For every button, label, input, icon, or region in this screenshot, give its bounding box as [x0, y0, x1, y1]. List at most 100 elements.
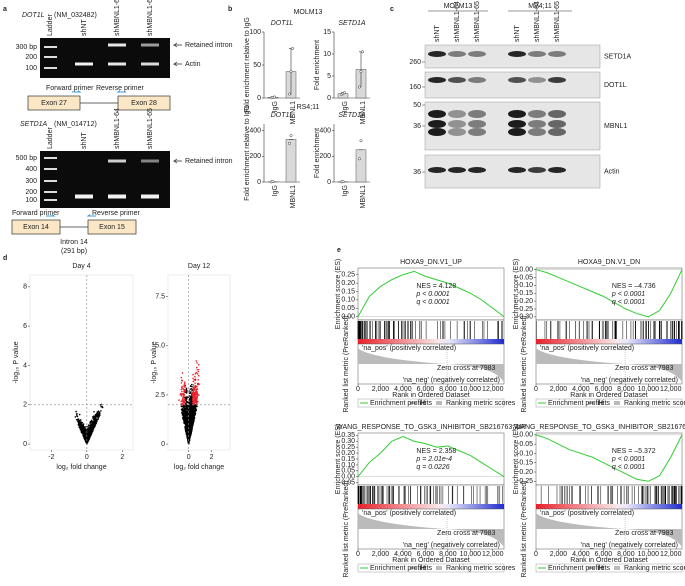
- y-tick-label: 0: [161, 441, 165, 448]
- statistic: p < 0.0001: [611, 291, 645, 298]
- gene-point: [189, 433, 192, 435]
- y-tick-label: 0.25: [341, 272, 355, 279]
- replicate-point: [288, 141, 291, 145]
- gene-point: [88, 430, 90, 432]
- size-marker: 400: [25, 166, 37, 173]
- gene-point: [94, 414, 97, 416]
- y-tick-label: 0.20: [341, 280, 355, 287]
- replicate-point: [271, 180, 275, 184]
- ranking-metric: [358, 513, 504, 547]
- gene-point: [190, 427, 193, 429]
- gene-point: [196, 366, 198, 369]
- gene-point: [194, 386, 197, 389]
- y-tick-label: -0.15: [517, 460, 533, 467]
- chart-title: HOXA9_DN.V1_DN: [578, 259, 640, 266]
- gene-point: [92, 426, 95, 429]
- gene-point: [186, 417, 188, 420]
- replicate-point: [359, 139, 363, 143]
- chart-title: HOXA9_DN.V1_UP: [400, 259, 462, 266]
- gene-point: [183, 381, 186, 383]
- panel-letter: d: [3, 255, 7, 262]
- x-tick-label: MBNL1: [360, 185, 367, 208]
- gel-band: [75, 194, 93, 199]
- protein-band: [508, 77, 526, 83]
- gene-point: [83, 436, 86, 439]
- gene-point: [92, 424, 94, 426]
- gene-point: [97, 414, 99, 417]
- y-tick-label: 50: [253, 62, 261, 69]
- replicate-point: [358, 157, 361, 161]
- gene-point: [194, 401, 196, 404]
- gene-point: [180, 403, 183, 405]
- gene-point: [192, 380, 195, 383]
- y-tick-label: -0.05: [517, 274, 533, 281]
- legend-frame: [357, 563, 505, 573]
- gene-point: [181, 379, 184, 382]
- legend-label: Enrichment profile: [370, 400, 427, 407]
- gene-point: [77, 420, 79, 422]
- size-marker: 36: [413, 123, 421, 130]
- gene-point: [192, 415, 195, 418]
- bar: [285, 139, 297, 183]
- gene-point: [183, 395, 185, 397]
- protein-band: [508, 167, 526, 173]
- gene-point: [192, 401, 195, 404]
- gene-point: [191, 397, 194, 400]
- gene-point: [88, 436, 90, 438]
- gene-point: [182, 403, 185, 406]
- y-tick-label: -0.10: [517, 450, 533, 457]
- x-tick-label: 2,000: [550, 386, 568, 393]
- gene-point: [84, 431, 86, 433]
- replicate-point: [343, 91, 346, 95]
- gene-point: [81, 430, 84, 432]
- gene-point: [189, 409, 192, 411]
- positive-label: 'na_pos' (positively correlated): [362, 510, 456, 517]
- gene-point: [192, 396, 195, 399]
- y2-axis-label: Ranked list metric (PreRanked): [521, 480, 528, 577]
- ladder-band: [44, 56, 57, 58]
- protein-band: [548, 167, 566, 173]
- y-tick-label: 0: [23, 441, 27, 448]
- gene-point: [197, 368, 200, 371]
- y-tick-label: 0: [257, 95, 261, 102]
- panel-letter: b: [228, 6, 232, 13]
- y-tick-label: 4: [23, 362, 27, 369]
- gene-point: [89, 434, 91, 436]
- chart-title: DOT1L: [271, 112, 294, 119]
- gene-point: [190, 387, 193, 390]
- x-tick-label: 12,000: [482, 551, 504, 558]
- rank-colorbar: [536, 504, 682, 509]
- gene-point: [93, 422, 96, 424]
- gene-point: [191, 406, 193, 409]
- y-tick-label: 0.20: [341, 450, 355, 457]
- positive-label: 'na_pos' (positively correlated): [540, 345, 634, 352]
- y-tick-label: 0.15: [341, 456, 355, 463]
- gene-name: SETD1A: [20, 121, 48, 128]
- enrichment-profile: [535, 434, 683, 482]
- x-tick-label: 10,000: [460, 551, 482, 558]
- gene-point: [193, 394, 195, 397]
- gene-point: [194, 379, 197, 382]
- legend-label: Hits: [598, 400, 611, 407]
- statistic: q < 0.0001: [416, 299, 449, 306]
- x-tick-label: MBNL1: [290, 101, 297, 124]
- protein-band: [528, 167, 546, 173]
- lane-label: shMBNL1-64: [534, 1, 541, 42]
- x-tick-label: IgG: [342, 101, 349, 112]
- negative-label: 'na_neg' (negatively correlated): [403, 542, 500, 549]
- y-axis-label: -log₁₀ P value: [13, 341, 20, 383]
- gene-point: [195, 409, 197, 412]
- primer-arrow: [86, 214, 96, 217]
- gene-point: [183, 405, 185, 407]
- statistic: p < 0.0001: [415, 291, 449, 298]
- gene-point: [196, 385, 198, 388]
- gene-point: [183, 382, 186, 385]
- ranking-metric: [536, 348, 682, 382]
- exon-label: Exon 14: [23, 224, 49, 231]
- negative-label: 'na_neg' (negatively correlated): [581, 377, 678, 384]
- gene-point: [185, 397, 188, 400]
- replicate-point: [273, 95, 276, 99]
- gene-point: [100, 410, 102, 412]
- size-marker: 50: [413, 102, 421, 109]
- gene-point: [180, 388, 183, 391]
